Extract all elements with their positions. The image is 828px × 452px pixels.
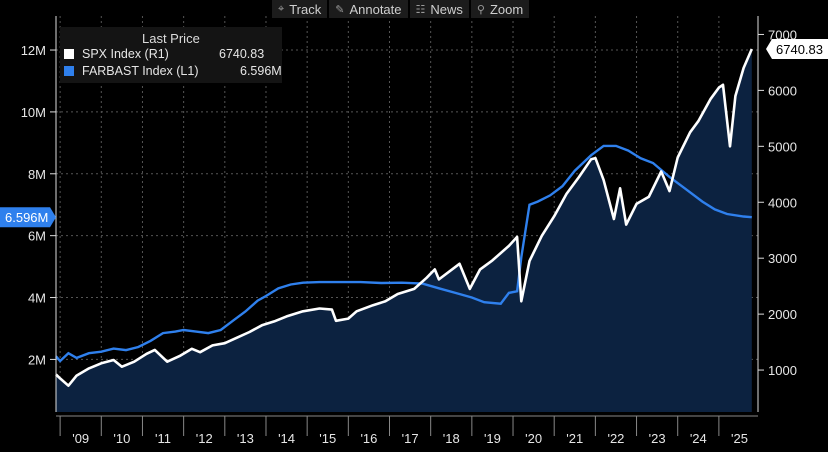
x-tick-label: '20 [525,431,542,446]
x-tick-label: '15 [319,431,336,446]
right-axis: 1000 2000 3000 4000 5000 6000 7000 [757,16,797,412]
legend-value-farbast: 6.596M [240,64,282,78]
x-axis: '09 '10 '11 '12 '13 '14 '15 '16 '17 '18 '19 '20 '21 '… [56,415,758,446]
left-last-value-tag: 6.596M [0,207,56,228]
track-label: Track [289,1,322,17]
left-tick-label: 8M [28,167,46,182]
legend-title: Last Price [142,31,200,46]
zoom-button[interactable]: ⚲ Zoom [470,0,530,18]
x-tick-label: '19 [484,431,501,446]
zoom-label: Zoom [489,1,524,17]
x-tick-label: '12 [196,431,213,446]
farbast-area-fill [56,49,752,412]
legend-name-spx: SPX Index (R1) [82,47,169,61]
x-tick-label: '22 [607,431,624,446]
annotate-label: Annotate [349,1,402,17]
legend[interactable]: Last Price SPX Index (R1) 6740.83 FARBAS… [60,27,282,83]
farbast-series-line [55,144,752,363]
x-tick-label: '21 [566,431,583,446]
x-tick-label: '11 [155,431,171,446]
x-tick-label: '17 [402,431,419,446]
crosshair-icon: ⌖ [278,2,285,15]
x-tick-label: '25 [731,431,748,446]
pencil-icon: ✎ [335,3,345,16]
x-tick-label: '16 [360,431,377,446]
news-button[interactable]: ☷ News [409,0,469,18]
left-tick-label: 12M [21,43,46,58]
right-tick-label: 5000 [768,139,797,154]
legend-swatch-farbast [64,66,74,76]
left-last-value-text: 6.596M [5,210,48,225]
x-tick-label: '14 [278,431,295,446]
x-tick-label: '23 [649,431,666,446]
track-button[interactable]: ⌖ Track [272,0,328,18]
left-tick-label: 6M [28,229,46,244]
right-tick-label: 7000 [768,27,797,42]
x-tick-label: '24 [690,431,707,446]
right-tick-label: 2000 [768,307,797,322]
left-axis: 2M 4M 6M 8M 10M 12M [21,16,57,412]
x-tick-label: '18 [443,431,460,446]
x-tick-label: '10 [113,431,130,446]
legend-name-farbast: FARBAST Index (L1) [82,64,199,78]
right-tick-label: 1000 [768,363,797,378]
right-tick-label: 4000 [768,195,797,210]
right-tick-label: 3000 [768,251,797,266]
x-tick-label: '09 [72,431,89,446]
left-tick-label: 2M [28,352,46,367]
right-last-value-tag: 6740.83 [766,38,828,59]
right-last-value-text: 6740.83 [776,42,823,57]
left-tick-label: 10M [21,105,46,120]
right-tick-label: 6000 [768,83,797,98]
news-label: News [430,1,463,17]
legend-value-spx: 6740.83 [219,47,265,61]
x-tick-label: '13 [237,431,254,446]
newspaper-icon: ☷ [415,3,426,16]
left-tick-label: 4M [28,291,46,306]
spx-series-line [55,48,753,387]
legend-swatch-spx [64,49,74,59]
chart-toolbar: ⌖ Track ✎ Annotate ☷ News ⚲ Zoom [272,0,530,18]
annotate-button[interactable]: ✎ Annotate [329,0,408,18]
zoom-icon: ⚲ [476,3,485,16]
